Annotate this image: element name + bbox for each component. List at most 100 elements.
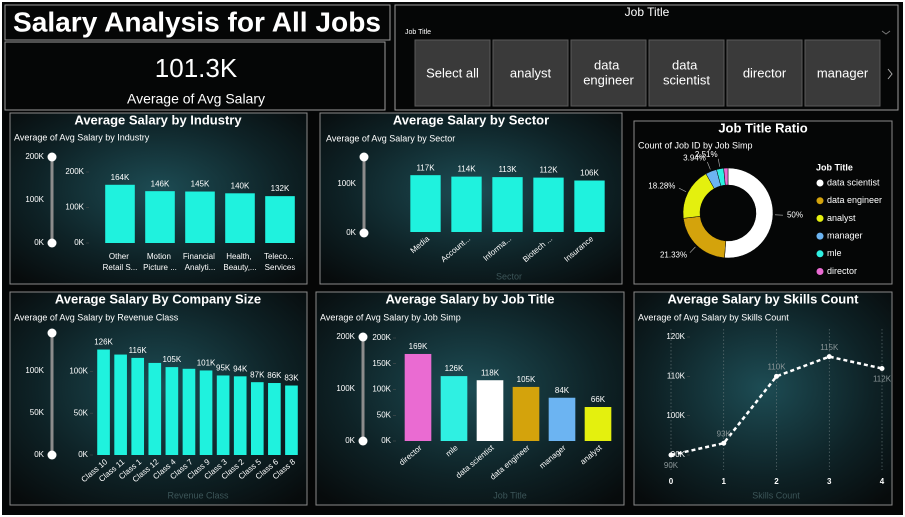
legend-swatch (816, 197, 824, 205)
slicer-option[interactable]: data scientist (663, 58, 710, 88)
bar (165, 367, 179, 455)
dashboard-title: Salary Analysis for All Jobs (13, 6, 381, 37)
data-label: 113K (498, 165, 517, 174)
slicer-button[interactable] (414, 39, 491, 107)
slicer-next[interactable] (887, 68, 893, 80)
data-label: 126K (94, 338, 113, 347)
slicer-title: Job Title (625, 5, 670, 19)
y-tick-label: 0K (78, 450, 88, 459)
legend-swatch (816, 250, 824, 258)
line (670, 355, 883, 457)
legend-label: analyst (827, 213, 856, 223)
chart-subtitle: Average of Avg Salary by Revenue Class (14, 312, 179, 322)
point (879, 365, 885, 371)
x-tick-label: 1 (722, 477, 727, 486)
data-label: 132K (271, 184, 290, 193)
x-tick-label: Other Retail S... (103, 252, 138, 272)
bar (131, 357, 145, 455)
kpi-label: Average of Avg Salary (127, 91, 265, 107)
slicer-button[interactable] (570, 39, 647, 107)
bar (114, 354, 127, 455)
chart-title: Average Salary By Company Size (55, 291, 261, 306)
y-tick-label: 110K (667, 371, 686, 380)
data-label: 18.28% (648, 181, 675, 190)
slider-handle[interactable] (358, 436, 368, 446)
bar (182, 368, 196, 455)
data-label: 66K (591, 395, 606, 404)
data-label: 3.94% (683, 153, 706, 162)
slider-handle[interactable] (359, 228, 369, 238)
slicer-option[interactable]: director (743, 65, 787, 80)
data-label: 164K (111, 173, 130, 182)
chart-subtitle: Average of Avg Salary by Sector (326, 133, 455, 143)
slider-label: 100K (336, 384, 355, 393)
donut-slice (724, 167, 774, 259)
slider-label: 0K (345, 436, 355, 445)
y-tick-label: 50K (74, 408, 89, 417)
bar (199, 370, 213, 455)
bar (105, 184, 135, 243)
data-label: 112K (539, 166, 558, 175)
point (774, 373, 779, 379)
legend-swatch (816, 232, 824, 240)
slider-handle[interactable] (47, 328, 57, 338)
bar (404, 353, 432, 441)
slider-handle[interactable] (47, 238, 57, 248)
data-label: 83K (284, 374, 299, 383)
slider-label: 50K (30, 408, 45, 417)
slicer-button[interactable] (648, 39, 725, 107)
point (826, 354, 832, 360)
slicer-option[interactable]: analyst (510, 65, 552, 80)
slicer-option[interactable]: data engineer (583, 58, 634, 88)
legend-label: mle (827, 248, 842, 258)
data-label: 50% (787, 210, 803, 219)
bar (584, 407, 612, 441)
slider-label: 100K (337, 179, 356, 188)
point (721, 440, 727, 446)
y-tick-label: 120K (666, 332, 685, 341)
chart-title: Average Salary by Industry (74, 112, 242, 127)
data-label: 101K (197, 359, 216, 368)
slicer-button[interactable] (726, 39, 803, 107)
x-axis-title: Revenue Class (167, 490, 229, 500)
data-label: 90K (664, 461, 679, 470)
data-label: 94K (233, 364, 248, 373)
bar (451, 176, 482, 232)
y-tick-label: 50K (377, 410, 392, 419)
slider-handle[interactable] (359, 152, 369, 162)
x-tick-label: Teleco... Services (264, 252, 296, 272)
bar (440, 376, 468, 441)
y-tick-label: 100K (666, 411, 685, 420)
slider-handle[interactable] (47, 152, 57, 162)
slider-handle[interactable] (47, 450, 57, 460)
chart-title: Average Salary by Job Title (385, 291, 554, 306)
bar (410, 175, 441, 232)
slicer-button[interactable] (804, 39, 881, 107)
slicer-dropdown[interactable] (881, 30, 891, 35)
data-label: 117K (416, 163, 435, 172)
leader-line (717, 158, 720, 167)
slicer-option[interactable]: Select all (426, 65, 479, 80)
data-label: 21.33% (660, 251, 687, 260)
data-label: 87K (250, 370, 265, 379)
slicer-option[interactable]: manager (817, 65, 869, 80)
slicer-field: Job Title (405, 29, 431, 36)
x-tick-label: 3 (827, 477, 832, 486)
donut-slice (723, 167, 729, 186)
legend-swatch (816, 268, 824, 275)
chart-title: Job Title Ratio (718, 120, 807, 135)
y-tick-label: 200K (372, 333, 391, 342)
bar (492, 177, 523, 232)
slicer-button[interactable] (492, 39, 569, 107)
bar (97, 349, 110, 455)
data-label: 86K (267, 371, 282, 380)
y-tick-label: 100K (372, 385, 391, 394)
y-tick-label: 0K (74, 238, 84, 247)
legend-swatch (816, 214, 824, 222)
slider-handle[interactable] (358, 332, 368, 342)
bar (250, 382, 264, 455)
bar (512, 386, 540, 441)
y-tick-label: 100K (69, 366, 88, 375)
data-label: 115K (820, 343, 839, 352)
